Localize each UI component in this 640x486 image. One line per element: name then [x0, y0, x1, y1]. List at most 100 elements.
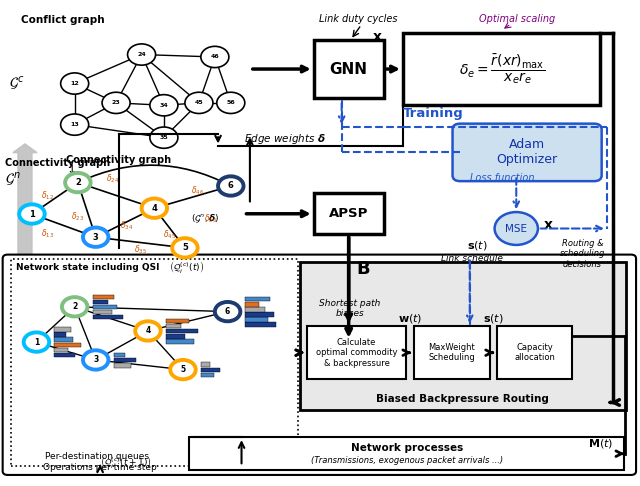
Text: 3: 3 — [93, 355, 99, 364]
Bar — [189, 437, 624, 470]
Text: 6: 6 — [225, 307, 230, 316]
Bar — [246, 302, 259, 307]
Bar — [93, 305, 117, 309]
Text: $\delta_{34}$: $\delta_{34}$ — [120, 220, 133, 232]
Text: Routing &
scheduling
decisions: Routing & scheduling decisions — [560, 239, 605, 269]
Bar — [166, 324, 181, 329]
Text: $\mathbf{s}(t)$: $\mathbf{s}(t)$ — [467, 239, 487, 252]
Text: Biased Backpressure Routing: Biased Backpressure Routing — [376, 394, 549, 404]
Circle shape — [24, 332, 49, 352]
Circle shape — [65, 173, 91, 192]
Text: Optimal scaling: Optimal scaling — [479, 14, 556, 24]
Text: $\mathbf{x}$: $\mathbf{x}$ — [543, 218, 554, 231]
Text: $\mathcal{G}^c$: $\mathcal{G}^c$ — [9, 74, 24, 92]
Circle shape — [62, 297, 88, 316]
Circle shape — [83, 227, 108, 247]
Bar — [54, 337, 74, 342]
Text: 13: 13 — [70, 122, 79, 127]
Text: $\delta_{56}$: $\delta_{56}$ — [204, 212, 217, 225]
Bar — [201, 367, 220, 372]
Text: $\mathbf{w}(t)$: $\mathbf{w}(t)$ — [398, 312, 422, 325]
Circle shape — [83, 350, 108, 370]
Text: ↓: ↓ — [67, 164, 77, 177]
Text: 34: 34 — [159, 103, 168, 108]
Bar — [246, 297, 270, 301]
Bar — [93, 295, 113, 299]
Circle shape — [185, 92, 213, 114]
Circle shape — [61, 73, 89, 94]
Circle shape — [150, 127, 178, 148]
Text: $\mathbf{B}$: $\mathbf{B}$ — [356, 260, 371, 278]
Bar — [93, 300, 108, 304]
Circle shape — [150, 95, 178, 116]
Text: 2: 2 — [75, 178, 81, 187]
Circle shape — [218, 176, 244, 196]
Bar — [246, 322, 276, 327]
Circle shape — [172, 238, 198, 258]
Text: 5: 5 — [180, 365, 186, 374]
Text: APSP: APSP — [329, 207, 369, 220]
Bar — [246, 312, 274, 317]
Text: $\delta_{24}$: $\delta_{24}$ — [106, 173, 119, 186]
Text: $\mathbf{s}(t)$: $\mathbf{s}(t)$ — [483, 312, 504, 325]
FancyBboxPatch shape — [3, 255, 636, 475]
Bar — [166, 339, 195, 344]
Bar — [314, 40, 384, 98]
Text: $(\mathcal{G}^n, \boldsymbol{\delta})$: $(\mathcal{G}^n, \boldsymbol{\delta})$ — [191, 213, 220, 225]
Text: 56: 56 — [227, 101, 235, 105]
Bar — [166, 319, 189, 323]
Circle shape — [215, 302, 241, 321]
Bar — [113, 353, 125, 357]
Text: $\left(\mathcal{Q}_i^{(c)}(t+1)\right)$: $\left(\mathcal{Q}_i^{(c)}(t+1)\right)$ — [100, 454, 152, 470]
Text: 46: 46 — [211, 54, 220, 59]
Text: Per-destination queues: Per-destination queues — [45, 452, 148, 461]
Text: Loss function: Loss function — [470, 173, 534, 183]
Circle shape — [102, 92, 130, 114]
Bar — [113, 358, 136, 363]
Text: Shortest path
biases: Shortest path biases — [319, 298, 381, 318]
Text: Connectivity graph: Connectivity graph — [67, 155, 172, 165]
Bar — [246, 307, 264, 312]
Bar — [403, 33, 600, 105]
Text: 12: 12 — [70, 81, 79, 86]
Bar — [93, 310, 111, 314]
Text: MSE: MSE — [505, 224, 527, 233]
Text: $\delta_{35}$: $\delta_{35}$ — [134, 243, 147, 256]
Circle shape — [141, 199, 167, 218]
Text: MaxWeight
Scheduling: MaxWeight Scheduling — [429, 343, 476, 363]
Bar — [314, 193, 384, 234]
Text: Operations per time step: Operations per time step — [43, 463, 157, 472]
Bar — [54, 353, 76, 357]
Text: $\left(\mathcal{Q}_i^{(c)}(t)\right)$: $\left(\mathcal{Q}_i^{(c)}(t)\right)$ — [169, 259, 204, 275]
Text: Calculate
optimal commodity
& backpressure: Calculate optimal commodity & backpressu… — [316, 338, 397, 367]
Text: 1: 1 — [34, 338, 39, 347]
Text: 2: 2 — [72, 302, 77, 312]
Text: 23: 23 — [112, 101, 120, 105]
Circle shape — [127, 44, 156, 65]
Bar — [54, 332, 66, 337]
Text: 5: 5 — [182, 243, 188, 252]
Text: $\delta_{46}$: $\delta_{46}$ — [191, 185, 204, 197]
Circle shape — [170, 360, 196, 379]
Circle shape — [495, 212, 538, 245]
Text: 6: 6 — [228, 181, 234, 191]
Bar — [201, 363, 211, 367]
FancyBboxPatch shape — [452, 123, 602, 181]
Text: $\delta_{45}$: $\delta_{45}$ — [163, 228, 176, 241]
Text: Conflict graph: Conflict graph — [20, 15, 104, 25]
Bar — [11, 260, 298, 466]
Circle shape — [19, 204, 45, 224]
Text: GNN: GNN — [330, 62, 367, 76]
Text: Network state including QSI: Network state including QSI — [16, 263, 159, 272]
Bar — [54, 328, 72, 332]
Bar — [246, 317, 268, 322]
Bar — [414, 326, 490, 379]
Text: $\delta_{23}$: $\delta_{23}$ — [71, 210, 84, 223]
Text: 24: 24 — [137, 52, 146, 57]
Text: $\mathcal{G}^n$: $\mathcal{G}^n$ — [4, 171, 20, 189]
Bar — [497, 326, 572, 379]
Bar — [54, 347, 68, 352]
Text: 35: 35 — [159, 135, 168, 140]
Text: Training: Training — [403, 107, 463, 121]
Bar — [201, 373, 214, 377]
